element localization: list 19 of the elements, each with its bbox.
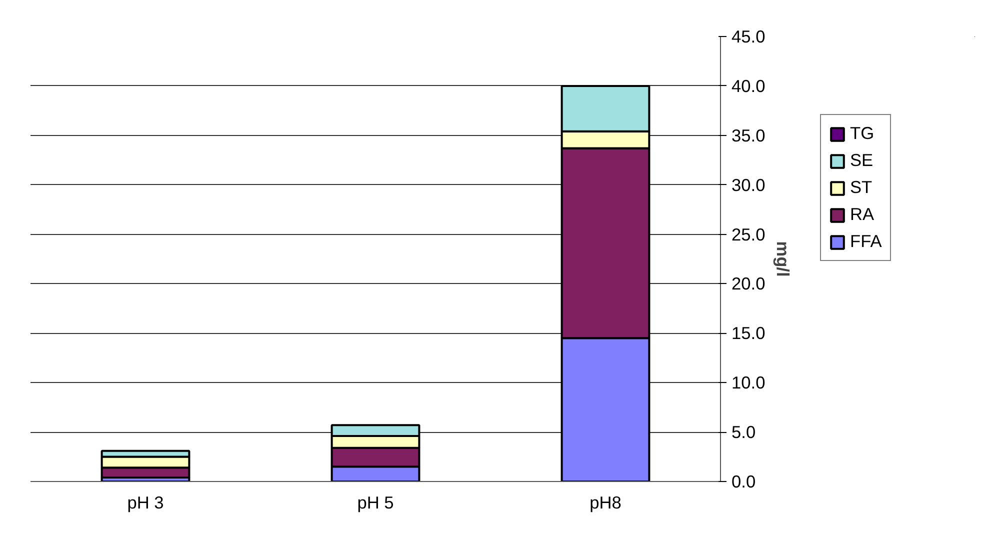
legend-label: TG — [850, 123, 874, 144]
y-tick-label: 45.0 — [732, 26, 766, 46]
y-tick-label: 0.0 — [732, 472, 756, 492]
legend-label: SE — [850, 150, 874, 171]
legend-label: RA — [850, 204, 874, 225]
y-tick-label: 25.0 — [732, 224, 766, 244]
legend-label: FFA — [850, 231, 882, 252]
x-tick-label: pH8 — [590, 492, 622, 512]
y-tick-label: 5.0 — [732, 422, 756, 442]
y-tick-label: 20.0 — [732, 274, 766, 294]
y-tick-label: 15.0 — [732, 323, 766, 344]
y-tick-label: 40.0 — [732, 76, 766, 96]
y-tick-label: 30.0 — [732, 174, 766, 195]
y-tick-label: 35.0 — [732, 125, 766, 146]
x-tick-label: pH 3 — [127, 492, 164, 512]
y-tick-label: 10.0 — [732, 372, 766, 393]
y-axis-title: mg/l — [773, 241, 794, 277]
x-tick-label: pH 5 — [357, 492, 394, 512]
legend-label: ST — [850, 177, 872, 198]
